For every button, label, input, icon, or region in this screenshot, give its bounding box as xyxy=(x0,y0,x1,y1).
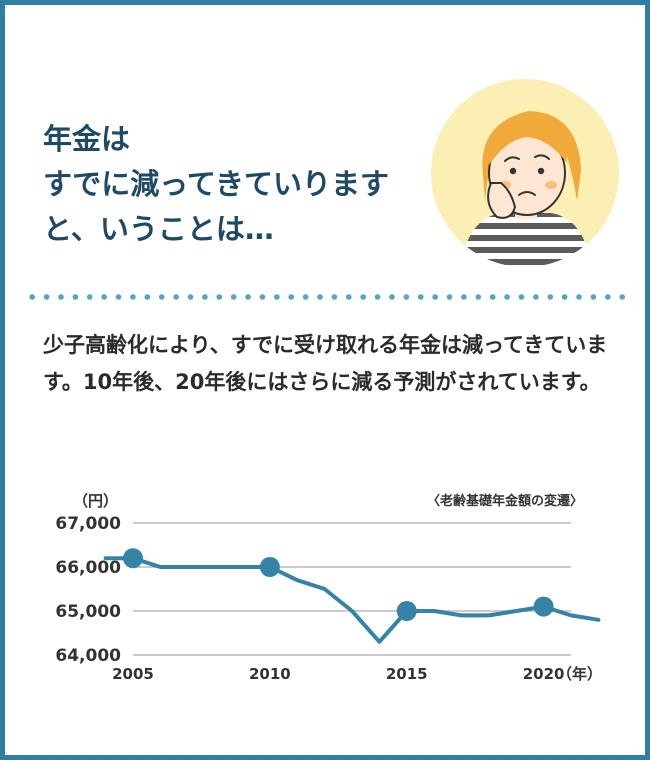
body-text: 少子高齢化により、すでに受け取れる年金は減ってきています。10年後、20年後には… xyxy=(43,333,608,394)
y-tick-label: 65,000 xyxy=(55,602,121,622)
x-tick-label: 2005 xyxy=(112,665,154,683)
headline-line-3: と、いうことは… xyxy=(43,212,274,246)
gridlines xyxy=(133,522,571,656)
x-axis-unit: （年） xyxy=(557,665,602,683)
left-brow xyxy=(504,156,520,162)
x-tick-label: 2010 xyxy=(249,665,291,683)
pension-line-chart: （円） 〈老齢基礎年金額の変遷〉 （年） 67,000 66,000 65,000 6… xyxy=(55,492,602,683)
right-brow xyxy=(534,154,550,160)
right-eye xyxy=(537,167,545,175)
data-point-marker xyxy=(259,557,280,577)
headline-line-1: 年金は xyxy=(43,122,131,156)
y-tick-label: 66,000 xyxy=(55,558,121,578)
y-axis-unit: （円） xyxy=(73,492,118,510)
y-tick-label: 67,000 xyxy=(55,514,121,534)
headline: 年金は すでに減ってきていります と、いうことは… xyxy=(43,117,389,252)
series-line xyxy=(103,556,601,644)
fringe xyxy=(489,119,567,165)
striped-shirt xyxy=(461,213,591,267)
data-point-marker xyxy=(123,548,143,569)
dotted-divider xyxy=(25,293,630,301)
x-tick-label: 2020 xyxy=(523,665,565,683)
worried-woman-icon xyxy=(431,79,619,267)
left-eye xyxy=(509,167,517,175)
headline-line-2: すでに減ってきていります xyxy=(43,167,389,201)
data-point-marker xyxy=(533,596,554,617)
data-point-marker xyxy=(396,601,417,621)
right-blush xyxy=(545,181,557,189)
hand-on-cheek xyxy=(487,182,517,219)
y-tick-label: 64,000 xyxy=(55,646,121,666)
x-tick-label: 2015 xyxy=(386,665,428,683)
chart-caption: 〈老齢基礎年金額の変遷〉 xyxy=(427,493,583,509)
worried-mouth xyxy=(518,191,536,196)
